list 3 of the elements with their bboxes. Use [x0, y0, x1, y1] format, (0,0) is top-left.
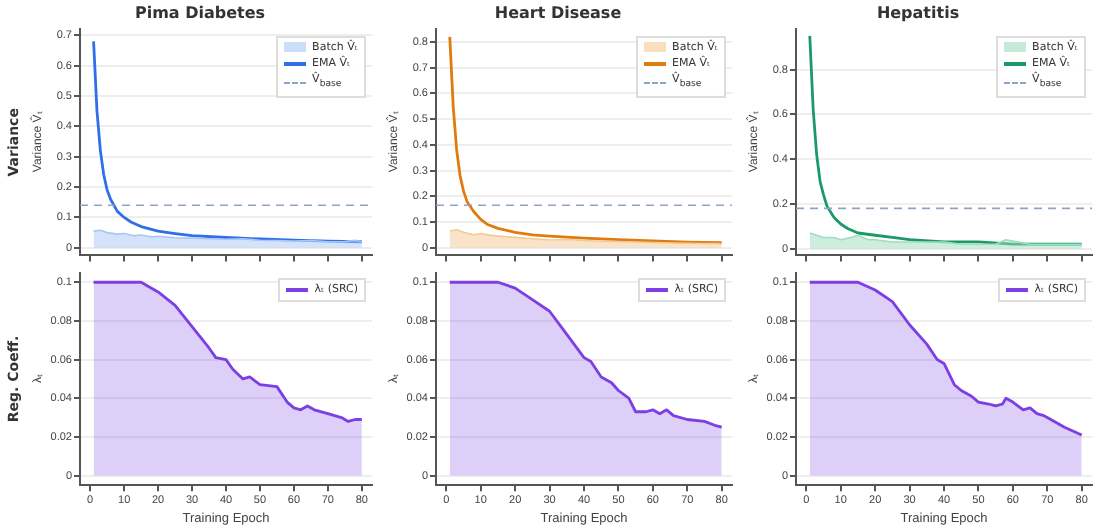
chart-title: Pima Diabetes [134, 3, 266, 22]
chart-title: Hepatitis [876, 3, 960, 22]
chart-title: Heart Disease [494, 3, 623, 22]
